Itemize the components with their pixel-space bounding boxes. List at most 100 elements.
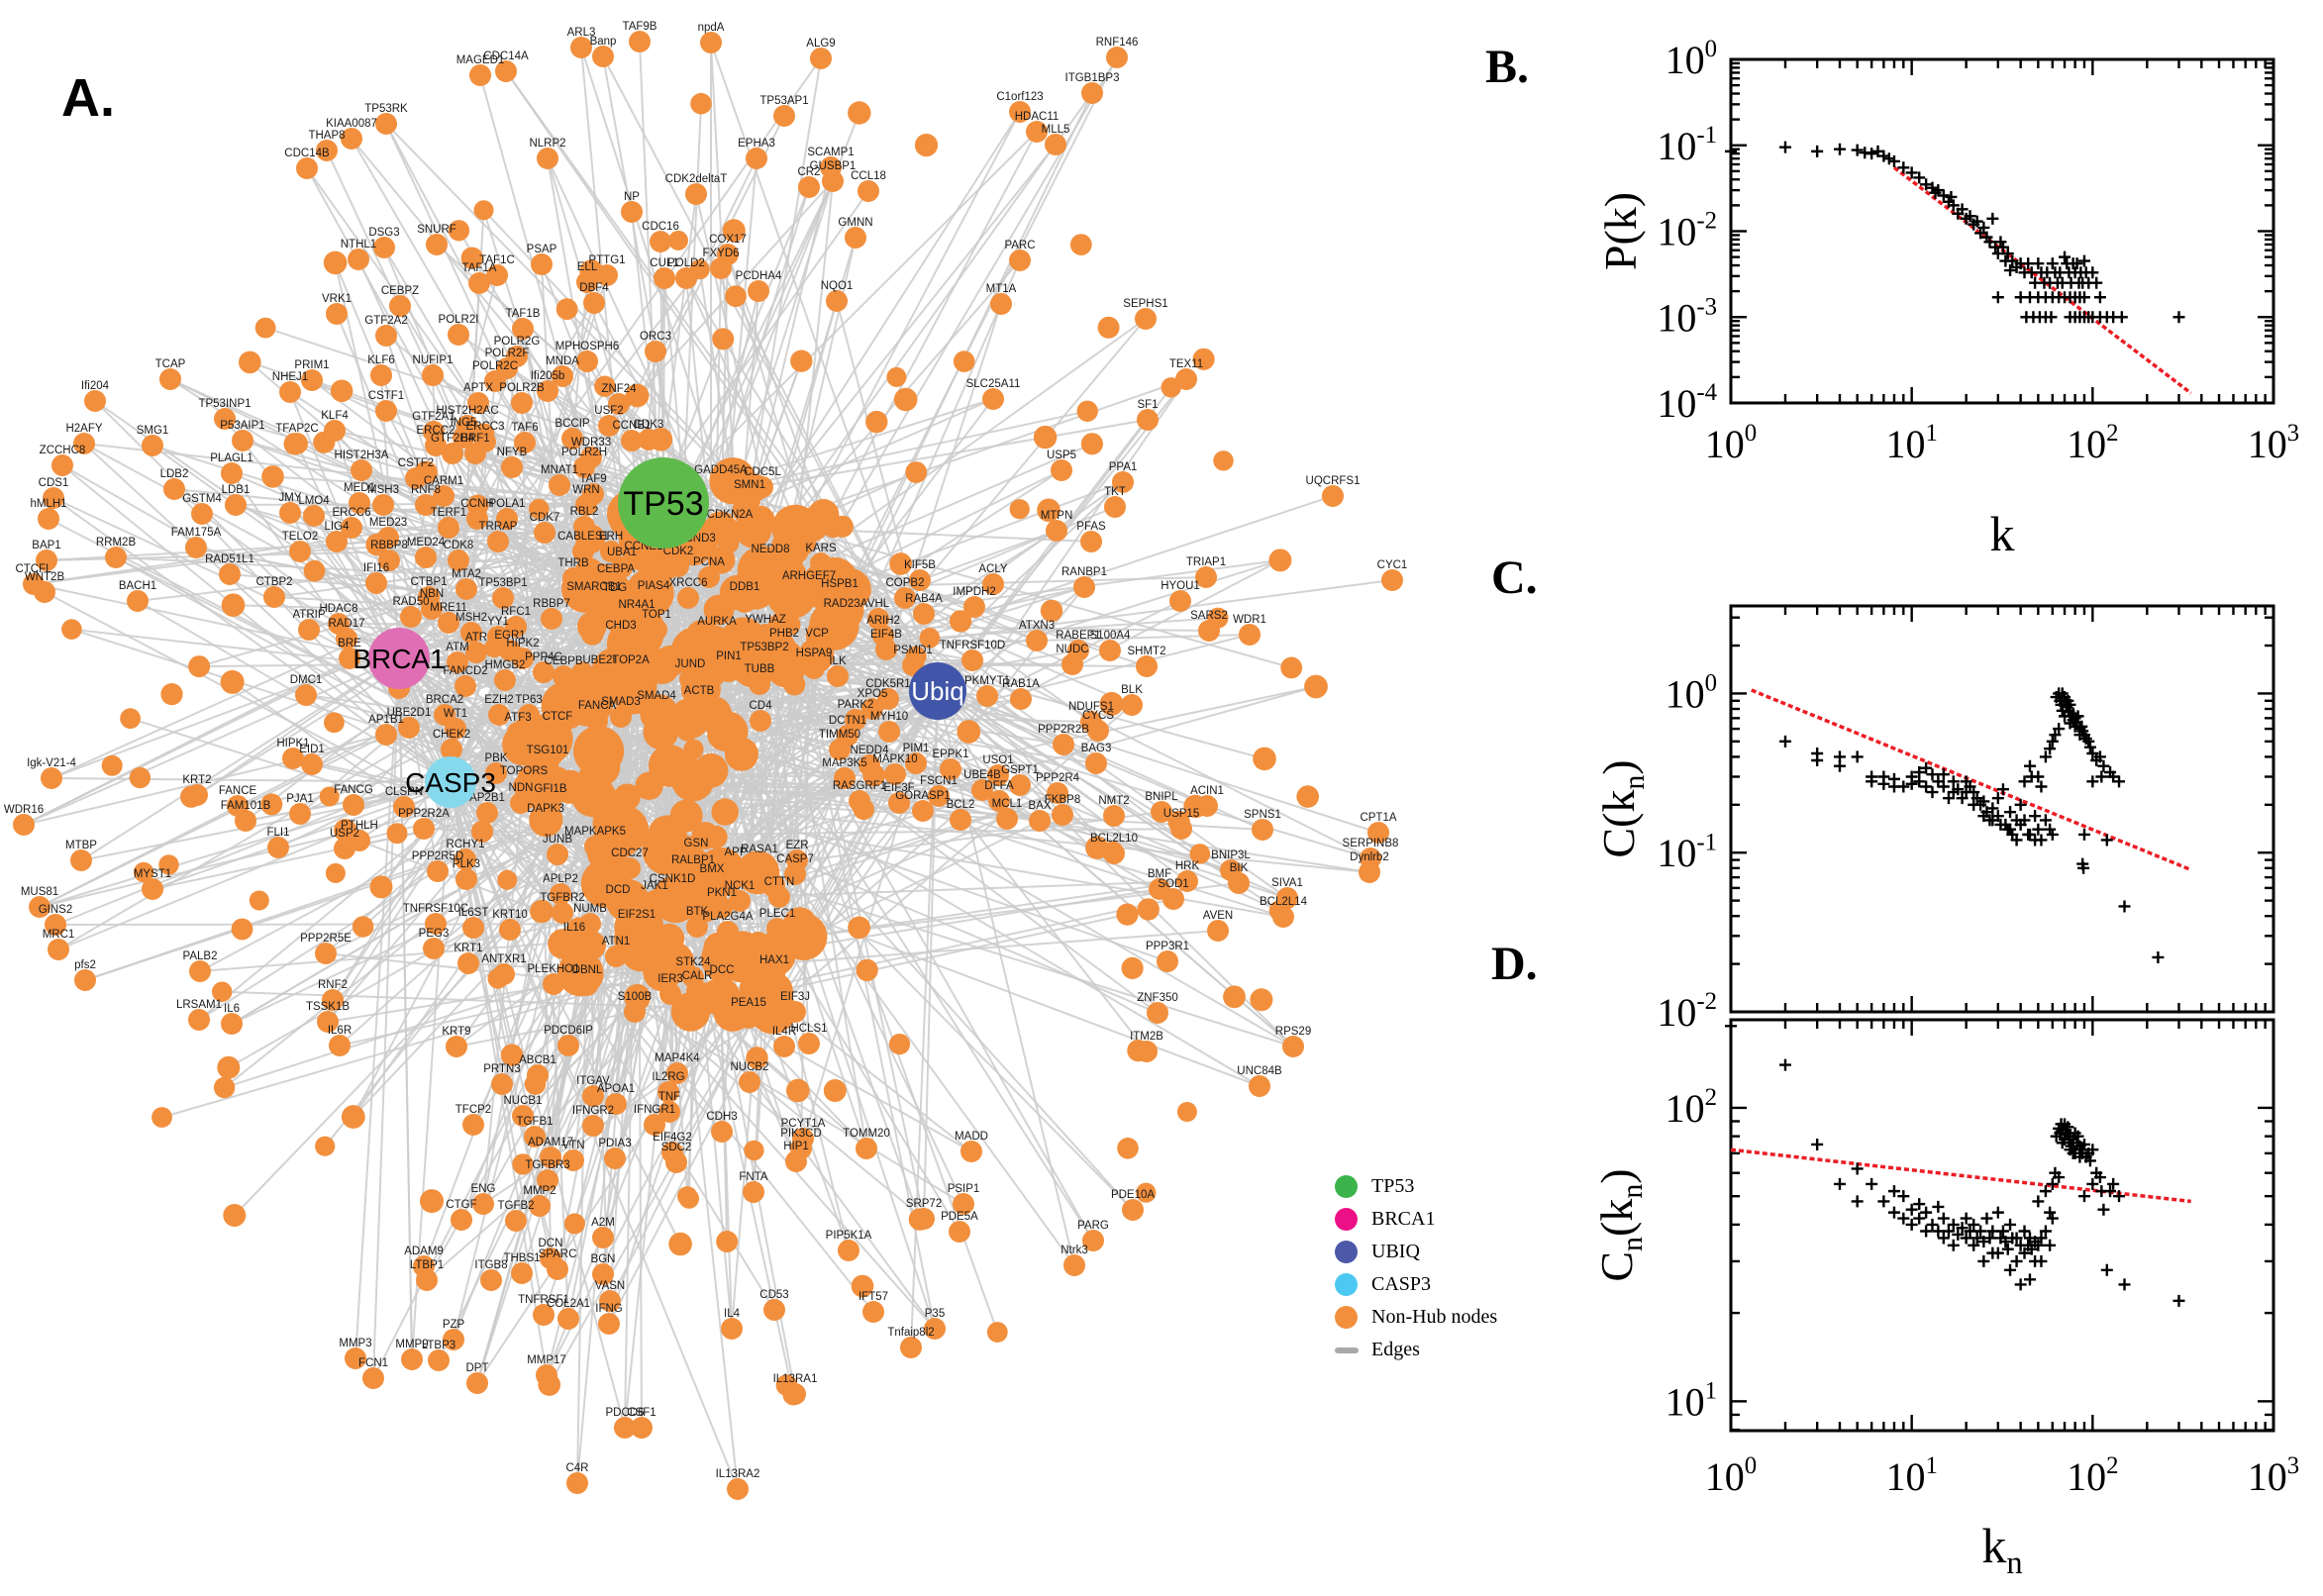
svg-text:102: 102 [2067,1452,2118,1499]
svg-text:IL6: IL6 [224,1003,240,1015]
svg-text:MTBP: MTBP [65,840,97,851]
svg-text:CDK3: CDK3 [634,419,664,431]
svg-text:BCL2: BCL2 [947,799,975,811]
svg-text:CDK8: CDK8 [444,540,474,551]
svg-text:TDG: TDG [603,582,627,594]
svg-text:NDN: NDN [509,782,534,794]
svg-text:BAX: BAX [1028,800,1051,812]
svg-text:PKMYT1: PKMYT1 [964,675,1010,687]
svg-text:CEBPA: CEBPA [597,563,635,575]
svg-text:PPP4C: PPP4C [525,651,562,663]
svg-text:CASP7: CASP7 [776,853,814,865]
svg-text:EIF3J: EIF3J [780,991,810,1003]
svg-text:TSG101: TSG101 [527,745,569,756]
svg-text:TP53RK: TP53RK [364,103,408,115]
svg-text:APP: APP [724,847,747,858]
svg-text:ADAM9: ADAM9 [404,1246,444,1257]
svg-text:RBBP7: RBBP7 [533,598,570,610]
svg-text:CDS1: CDS1 [39,477,69,489]
svg-text:LMO4: LMO4 [298,495,330,507]
svg-text:ATF3: ATF3 [504,712,531,724]
svg-text:PPP2R2B: PPP2R2B [1038,724,1089,736]
svg-text:SPNS1: SPNS1 [1244,809,1281,821]
svg-text:CTCF: CTCF [543,711,573,723]
svg-text:EPHA3: EPHA3 [738,138,775,150]
svg-text:POLR2H: POLR2H [561,447,607,458]
svg-text:HDAC11: HDAC11 [1015,111,1060,123]
svg-text:MYST1: MYST1 [134,868,171,880]
network-hub-nodes[interactable]: TP53 BRCA1 Ubiq CASP3 [353,457,966,808]
svg-text:APTX: APTX [463,382,493,394]
svg-text:USF2: USF2 [594,405,623,417]
svg-text:ADAM17: ADAM17 [528,1137,573,1148]
svg-text:101: 101 [1885,420,1937,466]
svg-text:10-1: 10-1 [1657,829,1717,875]
svg-text:k: k [1990,506,2015,561]
svg-text:LIG4: LIG4 [325,521,351,533]
network-nodes[interactable] [13,31,1403,1500]
svg-text:DMC1: DMC1 [290,674,323,686]
svg-text:FANCG: FANCG [334,784,373,796]
svg-text:NFYB: NFYB [497,447,528,458]
svg-text:RNF8: RNF8 [411,484,441,496]
legend-item-ubiq: UBIQ [1335,1236,1497,1268]
svg-text:103: 103 [2248,420,2299,466]
svg-text:MLL5: MLL5 [1042,124,1070,136]
svg-text:JUND: JUND [675,658,706,670]
svg-text:MAP4K4: MAP4K4 [655,1052,700,1064]
svg-text:DAPK3: DAPK3 [527,803,564,815]
svg-text:AVEN: AVEN [1203,910,1233,922]
svg-text:Ntrk3: Ntrk3 [1060,1245,1087,1256]
svg-text:DCC: DCC [710,964,735,976]
svg-text:CALR: CALR [682,970,713,982]
svg-text:103: 103 [2248,1452,2299,1499]
svg-text:MED23: MED23 [369,517,407,529]
svg-text:PIP5K1A: PIP5K1A [826,1230,872,1242]
legend-item-edges: Edges [1335,1334,1497,1366]
svg-text:RRM2B: RRM2B [96,537,137,549]
svg-text:MCL1: MCL1 [992,798,1023,810]
svg-text:MAP3K5: MAP3K5 [822,757,866,769]
svg-text:MED1: MED1 [344,482,375,494]
legend-label: CASP3 [1371,1273,1432,1295]
svg-text:KLF6: KLF6 [367,354,395,366]
svg-text:UQCRFS1: UQCRFS1 [1306,475,1361,487]
svg-text:TP53BP2: TP53BP2 [740,642,788,653]
svg-text:SF1: SF1 [1137,399,1158,411]
svg-text:ERCC3: ERCC3 [466,421,505,433]
svg-text:hMLH1: hMLH1 [30,498,66,510]
svg-text:VCP: VCP [805,628,829,640]
svg-text:PPP3R1: PPP3R1 [1146,941,1189,952]
svg-text:KRT9: KRT9 [442,1026,470,1038]
svg-text:SMAD4: SMAD4 [637,690,676,702]
svg-text:MMP3: MMP3 [339,1338,371,1349]
svg-text:CYCS: CYCS [1082,710,1114,722]
svg-text:PEA15: PEA15 [731,997,766,1009]
svg-text:ERH: ERH [599,531,623,543]
svg-text:SIVA1: SIVA1 [1271,877,1303,889]
svg-text:CSTF1: CSTF1 [368,390,404,402]
svg-text:WDR33: WDR33 [571,437,611,449]
svg-text:npdA: npdA [698,22,725,34]
svg-text:DFFA: DFFA [984,780,1014,792]
svg-text:NUCB2: NUCB2 [731,1061,769,1073]
svg-text:BCCIP: BCCIP [555,418,589,430]
edge-dash-icon [1335,1347,1359,1353]
svg-text:VRK1: VRK1 [322,293,352,305]
svg-text:CDC27: CDC27 [611,848,649,859]
svg-text:KARS: KARS [805,543,837,554]
svg-text:IFNGR2: IFNGR2 [572,1105,614,1117]
svg-text:EIF3F: EIF3F [883,782,914,794]
svg-text:EZR: EZR [786,840,809,851]
svg-text:ABCB1: ABCB1 [519,1054,556,1066]
svg-text:PSMD1: PSMD1 [893,645,933,656]
svg-text:PFAS: PFAS [1076,521,1106,533]
svg-text:PIM1: PIM1 [903,743,930,754]
svg-text:GTF2H4: GTF2H4 [431,433,475,445]
legend-label: Non-Hub nodes [1371,1306,1498,1328]
svg-text:CEBPZ: CEBPZ [381,285,419,297]
svg-text:NTHL1: NTHL1 [341,239,376,250]
svg-text:HIP1: HIP1 [783,1141,809,1152]
svg-text:ING5: ING5 [451,417,477,429]
